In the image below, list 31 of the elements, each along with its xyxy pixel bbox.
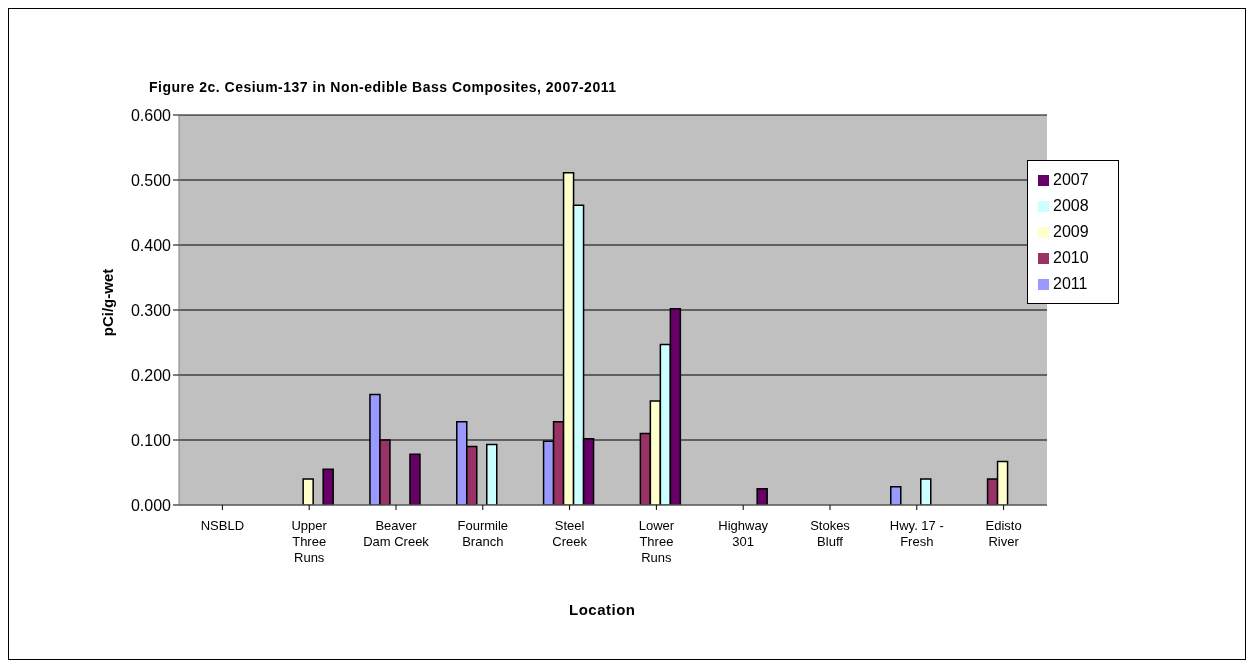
y-tick-label: 0.600 [130, 106, 172, 124]
x-tick-label: Beaver Dam Creek [363, 518, 430, 549]
chart-title: Figure 2c. Cesium-137 in Non-edible Bass Composites, 2007-2011 [149, 79, 617, 95]
bar [409, 453, 421, 505]
bar [486, 443, 498, 505]
x-tick-label: Hwy. 17 - Fresh [889, 518, 944, 549]
x-tick-label: Lower Three Runs [638, 518, 675, 565]
x-tick-label: Edisto River [985, 518, 1022, 549]
bar [322, 468, 334, 505]
bar [890, 486, 902, 505]
legend-label: 2009 [1053, 223, 1089, 240]
bar [756, 488, 768, 505]
y-tick-label: 0.400 [130, 236, 172, 254]
y-axis-title: pCi/g-wet [98, 267, 116, 339]
x-tick-label: NSBLD [200, 518, 245, 533]
y-tick-label: 0.000 [130, 496, 172, 514]
y-tick-label: 0.100 [130, 431, 172, 449]
x-tick-label: Fourmile Branch [457, 518, 509, 549]
y-tick-label: 0.200 [130, 366, 172, 384]
x-tick-label: Stokes Bluff [810, 518, 851, 549]
bar [920, 478, 932, 505]
legend-label: 2011 [1053, 275, 1088, 292]
legend-label: 2007 [1053, 171, 1089, 188]
legend-label: 2010 [1053, 249, 1089, 266]
y-tick-label: 0.500 [130, 171, 172, 189]
legend-label: 2008 [1053, 197, 1089, 214]
x-axis-title: Location [569, 601, 636, 618]
y-tick-label: 0.300 [130, 301, 172, 319]
x-tick-label: Upper Three Runs [291, 518, 328, 565]
x-tick-label: Steel Creek [552, 518, 588, 549]
x-tick-label: Highway 301 [718, 518, 769, 549]
